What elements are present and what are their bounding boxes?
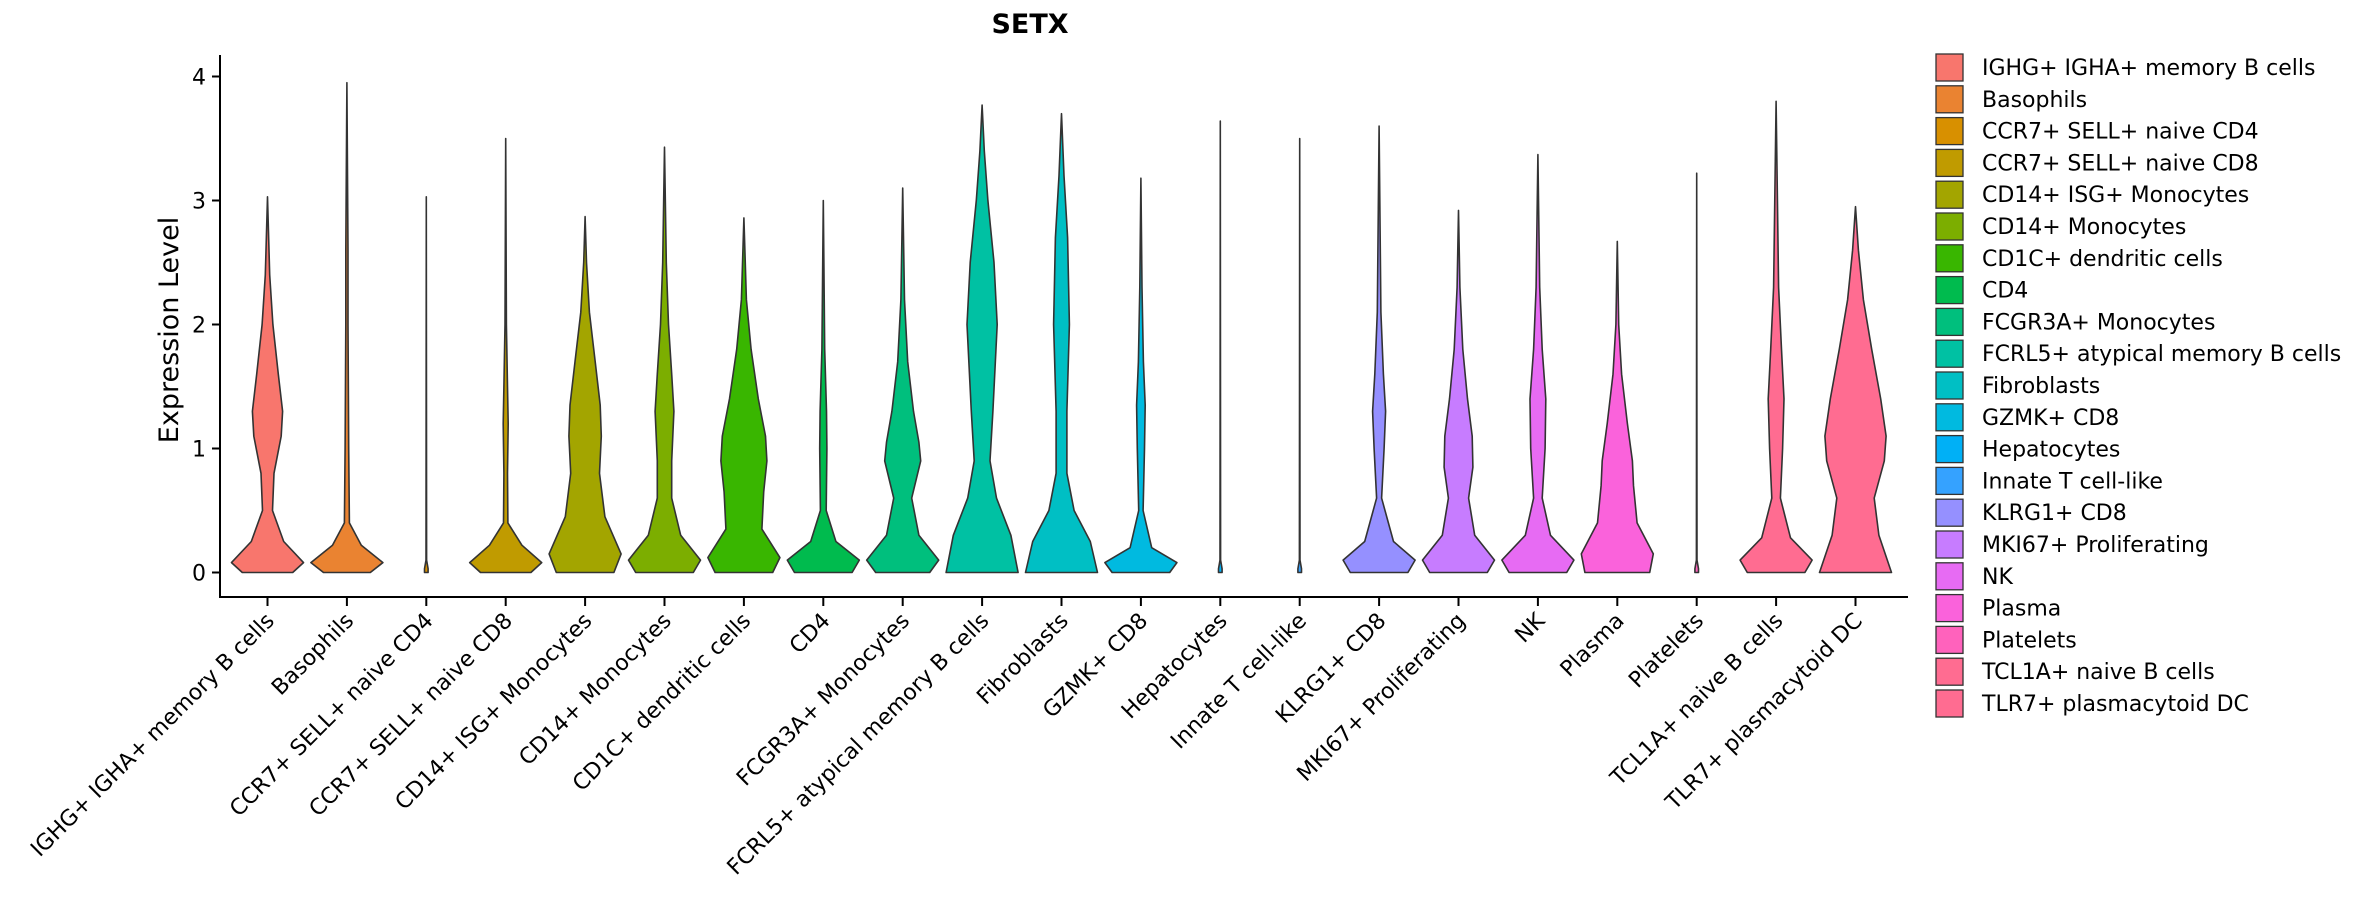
legend-label-nk: NK — [1982, 565, 2013, 590]
legend-label-ccr7pos-sellpos-naive-cd8: CCR7+ SELL+ naive CD8 — [1982, 151, 2259, 176]
legend-swatch-cd14pos-monocytes — [1935, 212, 1964, 241]
x-tick-label-ighgpos-ighapos-memory-b-cells: IGHG+ IGHA+ memory B cells — [26, 609, 279, 862]
legend-swatch-tlr7pos-plasmacytoid-dc — [1935, 689, 1964, 718]
legend-swatch-ccr7pos-sellpos-naive-cd4 — [1935, 116, 1964, 146]
x-tick-label-cd4: CD4 — [785, 609, 835, 659]
y-tick-label: 4 — [192, 66, 206, 91]
legend-label-basophils: Basophils — [1982, 88, 2087, 113]
legend-swatch-fibroblasts — [1935, 371, 1964, 400]
x-tick-label-innate-t-cell-like: Innate T cell-like — [1166, 609, 1312, 755]
legend-label-klrg1pos-cd8: KLRG1+ CD8 — [1982, 501, 2127, 526]
violin-fibroblasts — [1024, 112, 1099, 574]
y-tick-label: 3 — [192, 190, 206, 215]
legend-swatch-basophils — [1935, 85, 1964, 114]
legend-swatch-cd1cpos-dendritic-cells — [1935, 244, 1964, 273]
x-tick-label-cd14pos-monocytes: CD14+ Monocytes — [515, 609, 677, 771]
legend-label-tlr7pos-plasmacytoid-dc: TLR7+ plasmacytoid DC — [1981, 692, 2249, 717]
legend-label-gzmkpos-cd8: GZMK+ CD8 — [1982, 406, 2119, 431]
violin-tlr7pos-plasmacytoid-dc — [1818, 205, 1893, 574]
chart-title: SETX — [991, 9, 1068, 40]
legend-label-cd14pos-monocytes: CD14+ Monocytes — [1982, 215, 2186, 240]
y-tick-label: 0 — [192, 562, 206, 587]
legend-swatch-cd4 — [1935, 275, 1964, 305]
legend-label-fcrl5pos-atypical-memory-b-cells: FCRL5+ atypical memory B cells — [1982, 342, 2341, 367]
violin-ccr7pos-sellpos-naive-cd4 — [423, 196, 429, 574]
y-axis-label: Expression Level — [154, 217, 185, 443]
violin-cd4 — [786, 199, 861, 574]
legend-swatch-cd14pos-isgpos-monocytes — [1935, 180, 1964, 209]
violin-ccr7pos-sellpos-naive-cd8 — [468, 137, 543, 574]
violin-klrg1pos-cd8 — [1342, 125, 1416, 574]
legend-swatch-fcgr3apos-monocytes — [1935, 307, 1964, 337]
legend-swatch-platelets — [1935, 625, 1964, 655]
violin-mki67pos-proliferating — [1421, 209, 1496, 574]
legend-label-ccr7pos-sellpos-naive-cd4: CCR7+ SELL+ naive CD4 — [1982, 120, 2259, 145]
violin-plasma — [1580, 240, 1655, 574]
violin-gzmkpos-cd8 — [1104, 177, 1178, 574]
violin-platelets — [1694, 172, 1700, 574]
violins — [230, 81, 1893, 574]
x-tick-label-nk: NK — [1511, 608, 1551, 648]
legend-label-cd14pos-isgpos-monocytes: CD14+ ISG+ Monocytes — [1982, 183, 2249, 208]
violin-fcgr3apos-monocytes — [865, 187, 940, 574]
legend-swatch-klrg1pos-cd8 — [1935, 498, 1964, 527]
legend-swatch-innate-t-cell-like — [1935, 466, 1964, 496]
legend-label-innate-t-cell-like: Innate T cell-like — [1982, 469, 2163, 494]
legend-label-cd4: CD4 — [1982, 279, 2028, 304]
legend: IGHG+ IGHA+ memory B cells Basophils CCR7+… — [1935, 53, 2341, 718]
legend-swatch-mki67pos-proliferating — [1935, 530, 1964, 559]
legend-label-fcgr3apos-monocytes: FCGR3A+ Monocytes — [1982, 310, 2215, 335]
legend-swatch-ccr7pos-sellpos-naive-cd8 — [1935, 148, 1964, 178]
violin-cd1cpos-dendritic-cells — [707, 217, 781, 574]
violin-innate-t-cell-like — [1297, 137, 1303, 574]
x-tick-label-platelets: Platelets — [1624, 609, 1709, 694]
x-axis-ticks: IGHG+ IGHA+ memory B cellsBasophilsCCR7+… — [26, 597, 1868, 880]
legend-label-plasma: Plasma — [1982, 597, 2061, 622]
legend-swatch-fcrl5pos-atypical-memory-b-cells — [1935, 339, 1964, 368]
legend-label-hepatocytes: Hepatocytes — [1982, 438, 2120, 463]
violin-nk — [1501, 153, 1575, 574]
violin-cd14pos-isgpos-monocytes — [548, 215, 622, 574]
legend-label-tcl1apos-naive-b-cells: TCL1A+ naive B cells — [1981, 660, 2215, 685]
y-tick-label: 1 — [192, 438, 206, 463]
legend-label-ighgpos-ighapos-memory-b-cells: IGHG+ IGHA+ memory B cells — [1982, 56, 2315, 81]
y-axis-ticks: 0 1 2 3 4 — [192, 66, 220, 587]
legend-label-fibroblasts: Fibroblasts — [1982, 374, 2100, 399]
violin-fcrl5pos-atypical-memory-b-cells — [945, 104, 1019, 574]
axes — [219, 55, 1908, 598]
legend-label-mki67pos-proliferating: MKI67+ Proliferating — [1982, 533, 2209, 558]
legend-swatch-tcl1apos-naive-b-cells — [1935, 657, 1964, 686]
legend-swatch-hepatocytes — [1935, 434, 1964, 464]
violin-cd14pos-monocytes — [627, 146, 702, 574]
violin-ighgpos-ighapos-memory-b-cells — [230, 196, 305, 574]
violin-tcl1apos-naive-b-cells — [1739, 100, 1813, 574]
legend-swatch-plasma — [1935, 593, 1964, 623]
violin-basophils — [310, 81, 384, 574]
violin-hepatocytes — [1217, 120, 1223, 574]
legend-swatch-gzmkpos-cd8 — [1935, 403, 1964, 432]
legend-label-platelets: Platelets — [1982, 628, 2077, 653]
legend-label-cd1cpos-dendritic-cells: CD1C+ dendritic cells — [1982, 247, 2223, 272]
legend-swatch-ighgpos-ighapos-memory-b-cells — [1935, 53, 1964, 82]
y-tick-label: 2 — [192, 314, 206, 339]
x-tick-label-plasma: Plasma — [1556, 609, 1630, 683]
legend-swatch-nk — [1935, 562, 1964, 591]
